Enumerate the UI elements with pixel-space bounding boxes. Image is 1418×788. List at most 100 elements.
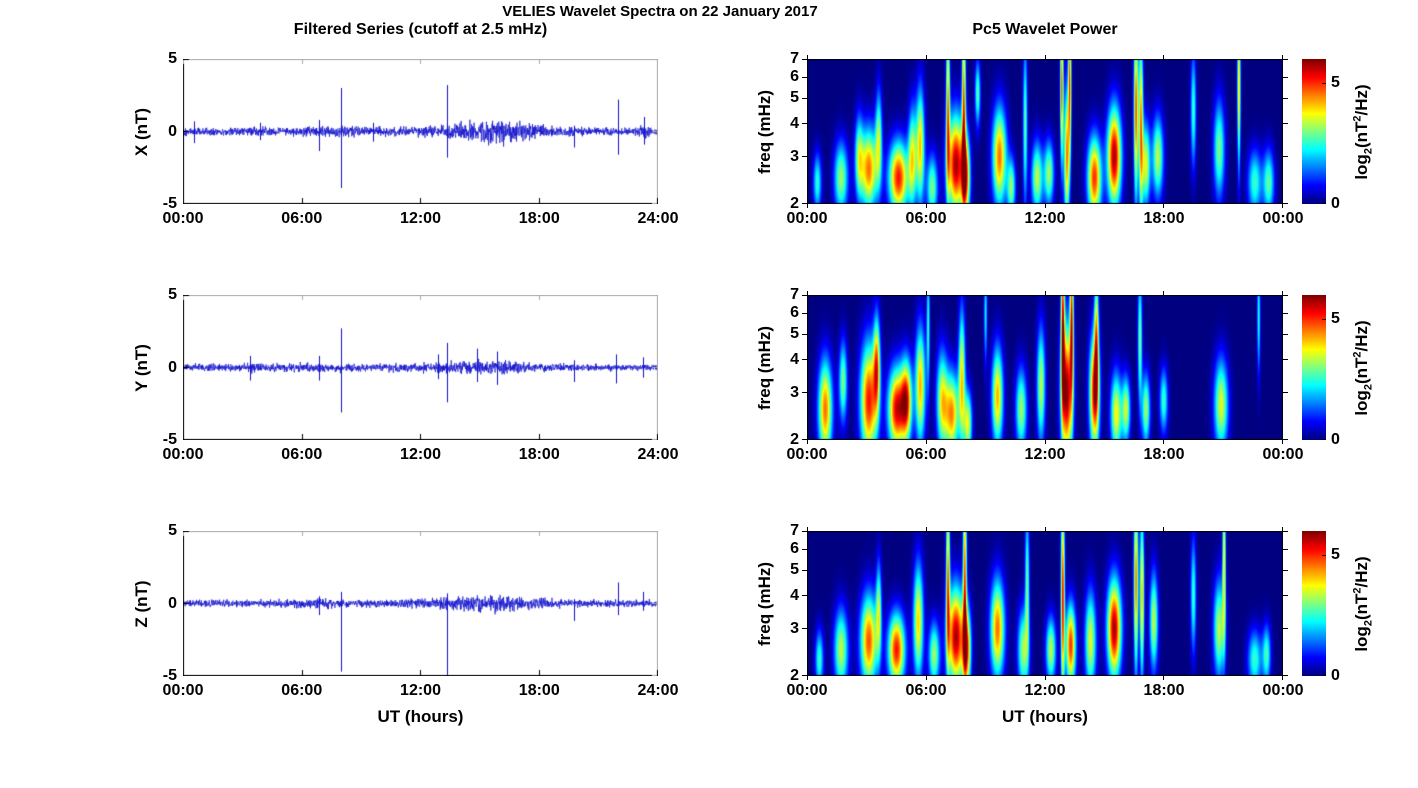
x-tick-label: 12:00: [1024, 682, 1066, 699]
y-wavelet-spectrogram-canvas: [807, 295, 1283, 440]
x-tick-label: 12:00: [1024, 210, 1066, 227]
axis-tick-mark: [1283, 59, 1288, 60]
x-tick-labels: 00:00 06:00 12:00 18:00 24:00: [163, 682, 679, 701]
y-tick-label: 7: [790, 522, 799, 539]
x-tick-label: 00:00: [162, 446, 204, 463]
y-tick-label: 5: [168, 50, 177, 67]
axis-tick-mark: [1322, 675, 1326, 676]
y-tick-label: 4: [790, 114, 799, 132]
x-tick-label: 06:00: [905, 682, 947, 699]
axis-tick-mark: [1163, 676, 1164, 680]
y-tick-label: -5: [162, 667, 177, 684]
axis-tick-mark: [1045, 204, 1046, 208]
panel-z-timeseries: Z (nT) 5 0 -5 00:00 06:00 12:00 18:00 24:00 UT…: [132, 523, 678, 727]
x-tick-label: 18:00: [1143, 682, 1185, 699]
y-tick-label: 6: [790, 303, 799, 321]
colorbar-canvas: [1302, 59, 1326, 204]
axis-tick-mark: [807, 440, 808, 444]
y-tick-label: 5: [790, 560, 799, 578]
y-tick-labels: 5 0 -5: [133, 51, 177, 212]
y-tick-label: 0: [168, 594, 177, 612]
axis-tick-mark: [802, 628, 807, 629]
axis-tick-mark: [802, 531, 807, 532]
axis-tick-mark: [1282, 204, 1283, 208]
axis-tick-mark: [1163, 291, 1164, 295]
y-tick-label: 6: [790, 67, 799, 85]
panel-x-timeseries: X (nT) 5 0 -5 00:00 06:00 12:00 18:00 24:00: [132, 51, 678, 227]
x-tick-label: 00:00: [786, 446, 828, 463]
axis-tick-mark: [1283, 392, 1288, 393]
axis-tick-mark: [1283, 77, 1288, 78]
y-tick-label: 4: [790, 350, 799, 368]
axis-tick-mark: [1045, 291, 1046, 295]
axis-tick-mark: [802, 675, 807, 676]
x-tick-labels: 00:00 06:00 12:00 18:00 24:00: [163, 446, 679, 465]
axis-tick-mark: [802, 570, 807, 571]
axis-tick-mark: [1283, 203, 1288, 204]
x-tick-label: 00:00: [786, 210, 828, 227]
y-tick-label: 2: [790, 195, 799, 212]
x-tick-label: 24:00: [637, 446, 679, 463]
x-tick-label: 18:00: [1143, 210, 1185, 227]
axis-tick-mark: [807, 676, 808, 680]
y-tick-label: 7: [790, 50, 799, 67]
axis-tick-mark: [802, 392, 807, 393]
x-tick-label: 24:00: [637, 682, 679, 699]
axis-tick-mark: [1322, 203, 1326, 204]
x-axis-label: UT (hours): [377, 707, 464, 726]
y-tick-labels: 5 0 -5: [133, 523, 177, 684]
axis-tick-mark: [802, 313, 807, 314]
figure-title: VELIES Wavelet Spectra on 22 January 201…: [502, 3, 818, 20]
axis-tick-mark: [926, 291, 927, 295]
colorbar-tick-label: 0: [1331, 667, 1340, 684]
x-timeseries-canvas: [183, 59, 658, 204]
x-tick-label: 18:00: [1143, 446, 1185, 463]
x-tick-label: 18:00: [518, 682, 560, 699]
colorbar-canvas: [1302, 531, 1326, 676]
x-tick-label: 06:00: [905, 446, 947, 463]
x-tick-labels: 00:00 06:00 12:00 18:00 00:00: [787, 210, 1304, 229]
axis-tick-mark: [1283, 549, 1288, 550]
axis-tick-mark: [1283, 439, 1288, 440]
x-tick-label: 00:00: [1262, 682, 1304, 699]
axis-tick-mark: [802, 156, 807, 157]
y-timeseries-canvas: [183, 295, 658, 440]
colorbar-tick-label: 0: [1331, 195, 1340, 212]
x-tick-label: 00:00: [162, 682, 204, 699]
axis-tick-mark: [807, 527, 808, 531]
x-tick-label: 00:00: [1262, 446, 1304, 463]
x-tick-label: 12:00: [1024, 446, 1066, 463]
axis-tick-mark: [1163, 440, 1164, 444]
left-column-title: Filtered Series (cutoff at 2.5 mHz): [293, 21, 548, 38]
axis-tick-mark: [802, 549, 807, 550]
x-tick-labels: 00:00 06:00 12:00 18:00 00:00: [787, 682, 1304, 701]
y-tick-label: 5: [790, 88, 799, 106]
x-tick-label: 00:00: [1262, 210, 1304, 227]
x-tick-label: 12:00: [400, 446, 441, 463]
y-tick-label: -5: [162, 195, 177, 212]
axis-tick-mark: [1163, 55, 1164, 59]
y-tick-label: 3: [790, 384, 799, 402]
axis-tick-mark: [1283, 628, 1288, 629]
y-tick-label: 5: [168, 522, 177, 539]
axis-tick-mark: [1282, 527, 1283, 531]
y-tick-label: 4: [790, 586, 799, 604]
axis-tick-mark: [1283, 570, 1288, 571]
colorbar-label: log2(nT2/Hz): [1351, 319, 1375, 416]
colorbar-tick-label: 5: [1331, 546, 1340, 564]
y-tick-label: 2: [790, 667, 799, 684]
colorbar-label: log2(nT2/Hz): [1351, 555, 1375, 652]
axis-tick-mark: [1322, 319, 1326, 320]
x-tick-label: 06:00: [281, 210, 323, 227]
y-tick-label: 0: [168, 122, 177, 140]
y-tick-label: 5: [168, 286, 177, 303]
axis-tick-mark: [1163, 527, 1164, 531]
y-tick-label: 0: [168, 358, 177, 376]
axis-tick-mark: [1322, 555, 1326, 556]
